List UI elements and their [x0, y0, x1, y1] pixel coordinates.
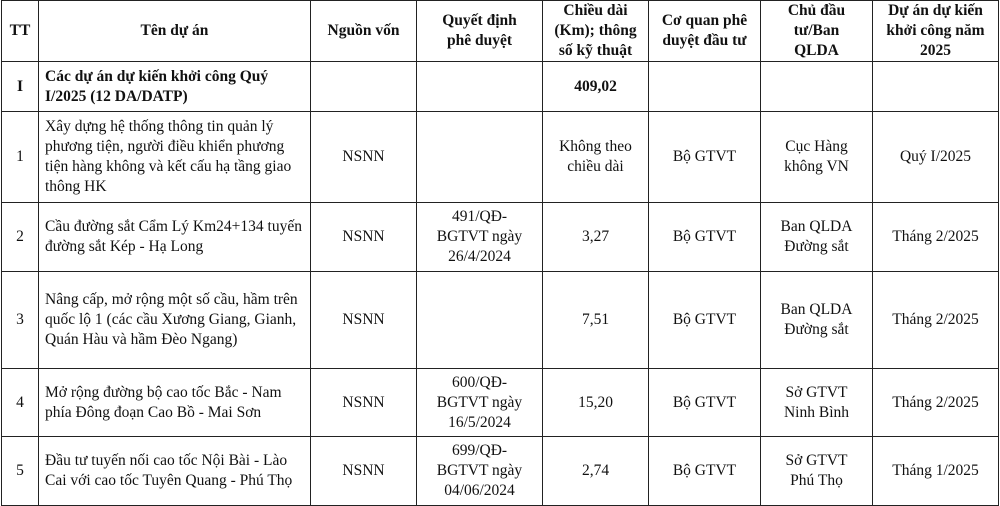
group-length: 409,02 [542, 61, 649, 112]
header-decision: Quyết định phê duyệt [416, 0, 543, 62]
header-owner: Chủ đầu tư/Ban QLDA [760, 0, 873, 62]
cell-decision: 491/QĐ-BGTVT ngày 26/4/2024 [416, 202, 543, 272]
cell-name: Đầu tư tuyến nối cao tốc Nội Bài - Lào C… [38, 436, 311, 506]
cell-length: 2,74 [542, 436, 649, 506]
cell-start: Tháng 2/2025 [872, 271, 999, 369]
group-name: Các dự án dự kiến khởi công Quý I/2025 (… [38, 61, 311, 112]
table-row: 1 Xây dựng hệ thống thông tin quản lý phư… [1, 111, 999, 203]
cell-name: Cầu đường sắt Cẩm Lý Km24+134 tuyến đườn… [38, 202, 311, 272]
cell-source: NSNN [310, 202, 417, 272]
cell-name: Mở rộng đường bộ cao tốc Bắc - Nam phía … [38, 368, 311, 437]
cell-length: 7,51 [542, 271, 649, 369]
cell-start: Quý I/2025 [872, 111, 999, 203]
cell-source: NSNN [310, 436, 417, 506]
cell-approver: Bộ GTVT [648, 202, 761, 272]
header-start: Dự án dự kiến khởi công năm 2025 [872, 0, 999, 62]
cell-owner: Sở GTVT Ninh Bình [760, 368, 873, 437]
group-row: I Các dự án dự kiến khởi công Quý I/2025… [1, 61, 999, 112]
cell-tt: 5 [1, 436, 39, 506]
header-row: TT Tên dự án Nguồn vốn Quyết định phê du… [1, 0, 999, 62]
header-source: Nguồn vốn [310, 0, 417, 62]
cell-approver: Bộ GTVT [648, 368, 761, 437]
cell-name: Nâng cấp, mở rộng một số cầu, hầm trên q… [38, 271, 311, 369]
cell-source: NSNN [310, 368, 417, 437]
cell-tt: 1 [1, 111, 39, 203]
cell-tt: 4 [1, 368, 39, 437]
cell-tt: 3 [1, 271, 39, 369]
cell-approver: Bộ GTVT [648, 436, 761, 506]
cell-owner: Ban QLDA Đường sắt [760, 202, 873, 272]
cell-name: Xây dựng hệ thống thông tin quản lý phươ… [38, 111, 311, 203]
cell-approver: Bộ GTVT [648, 111, 761, 203]
cell-start: Tháng 2/2025 [872, 202, 999, 272]
cell-owner: Cục Hàng không VN [760, 111, 873, 203]
header-name: Tên dự án [38, 0, 311, 62]
cell-source: NSNN [310, 111, 417, 203]
cell-decision [416, 271, 543, 369]
cell-decision: 699/QĐ-BGTVT ngày 04/06/2024 [416, 436, 543, 506]
cell-length: Không theo chiều dài [542, 111, 649, 203]
table-row: 5 Đầu tư tuyến nối cao tốc Nội Bài - Lào … [1, 436, 999, 506]
table-row: 3 Nâng cấp, mở rộng một số cầu, hầm trên … [1, 271, 999, 369]
cell-decision [416, 111, 543, 203]
cell-length: 15,20 [542, 368, 649, 437]
header-tt: TT [1, 0, 39, 62]
cell-source: NSNN [310, 271, 417, 369]
table-row: 2 Cầu đường sắt Cẩm Lý Km24+134 tuyến đườ… [1, 202, 999, 272]
cell-owner: Sở GTVT Phú Thọ [760, 436, 873, 506]
cell-length: 3,27 [542, 202, 649, 272]
cell-decision: 600/QĐ-BGTVT ngày 16/5/2024 [416, 368, 543, 437]
table-row: 4 Mở rộng đường bộ cao tốc Bắc - Nam phía… [1, 368, 999, 437]
cell-start: Tháng 1/2025 [872, 436, 999, 506]
cell-tt: 2 [1, 202, 39, 272]
cell-owner: Ban QLDA Đường sắt [760, 271, 873, 369]
header-length: Chiều dài (Km); thông số kỹ thuật [542, 0, 649, 62]
group-tt: I [1, 61, 39, 112]
header-approver: Cơ quan phê duyệt đầu tư [648, 0, 761, 62]
cell-approver: Bộ GTVT [648, 271, 761, 369]
cell-start: Tháng 2/2025 [872, 368, 999, 437]
